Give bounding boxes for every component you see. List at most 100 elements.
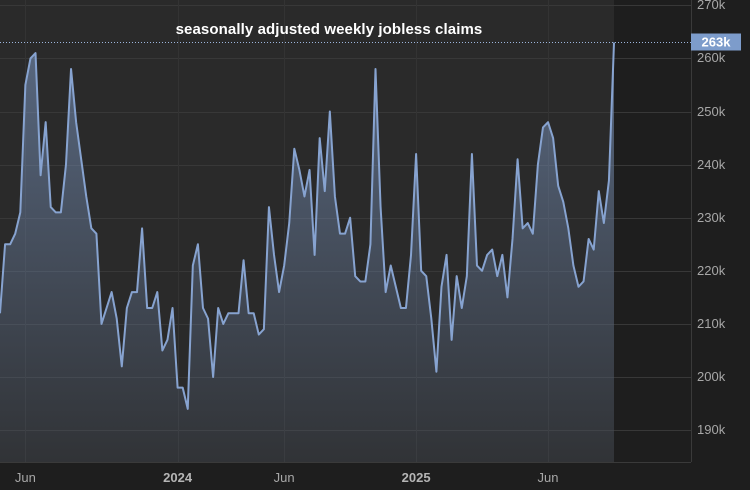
series-line <box>0 42 615 410</box>
x-tick-label: Jun <box>273 470 295 485</box>
data-point <box>187 408 189 410</box>
data-point <box>329 111 331 113</box>
data-point <box>577 286 579 288</box>
data-point <box>227 312 229 314</box>
data-point <box>522 227 524 229</box>
data-point <box>420 270 422 272</box>
data-point <box>182 387 184 389</box>
y-tick-label: 240k <box>697 156 726 172</box>
data-point <box>95 233 97 235</box>
data-point <box>197 243 199 245</box>
data-point <box>608 180 610 182</box>
data-point <box>253 312 255 314</box>
data-point <box>161 349 163 351</box>
data-point <box>151 307 153 309</box>
data-point <box>456 275 458 277</box>
data-point <box>141 227 143 229</box>
data-point <box>136 291 138 293</box>
x-tick-label: 2025 <box>401 470 431 485</box>
data-point <box>60 211 62 213</box>
data-point <box>309 169 311 171</box>
data-point <box>50 206 52 208</box>
data-point <box>369 243 371 245</box>
data-point <box>410 254 412 256</box>
data-point <box>547 121 549 123</box>
data-point <box>202 307 204 309</box>
data-point <box>481 270 483 272</box>
data-point <box>486 254 488 256</box>
data-point <box>339 233 341 235</box>
data-point <box>232 312 234 314</box>
data-point <box>400 307 402 309</box>
data-point <box>166 339 168 341</box>
data-point <box>471 153 473 155</box>
data-point <box>222 323 224 325</box>
data-point <box>85 195 87 197</box>
data-point <box>446 254 448 256</box>
data-point <box>9 243 11 245</box>
data-point <box>461 307 463 309</box>
series-area <box>0 42 614 462</box>
data-point <box>527 222 529 224</box>
data-point <box>298 169 300 171</box>
data-point <box>501 254 503 256</box>
data-point <box>314 254 316 256</box>
chart-title: seasonally adjusted weekly jobless claim… <box>175 21 483 38</box>
data-point <box>557 185 559 187</box>
data-point <box>364 280 366 282</box>
data-point <box>212 376 214 378</box>
data-point <box>75 121 77 123</box>
data-point <box>588 238 590 240</box>
data-point <box>425 275 427 277</box>
data-point <box>29 57 31 59</box>
x-tick-label: Jun <box>537 470 559 485</box>
y-tick-label: 200k <box>697 369 726 385</box>
data-point <box>283 265 285 267</box>
data-point <box>55 211 57 213</box>
data-point <box>613 41 615 43</box>
data-point <box>121 365 123 367</box>
data-point <box>207 318 209 320</box>
data-point <box>24 84 26 86</box>
data-point <box>238 312 240 314</box>
data-point <box>70 68 72 70</box>
data-point <box>192 265 194 267</box>
data-point <box>491 249 493 251</box>
y-tick-label: 190k <box>697 422 726 438</box>
data-point <box>146 307 148 309</box>
y-tick-label: 210k <box>697 315 726 331</box>
data-point <box>131 291 133 293</box>
data-point <box>243 259 245 261</box>
data-point <box>532 233 534 235</box>
data-point <box>4 243 6 245</box>
data-point <box>80 158 82 160</box>
data-point <box>349 217 351 219</box>
data-point <box>567 227 569 229</box>
data-point <box>562 201 564 203</box>
data-point <box>598 190 600 192</box>
data-point <box>506 296 508 298</box>
x-tick-label: 2024 <box>163 470 193 485</box>
data-point <box>344 233 346 235</box>
data-point <box>156 291 158 293</box>
data-point <box>14 233 16 235</box>
data-point <box>451 339 453 341</box>
data-point <box>512 238 514 240</box>
data-point <box>217 307 219 309</box>
data-point <box>65 164 67 166</box>
data-point <box>303 195 305 197</box>
y-tick-label: 220k <box>697 262 726 278</box>
data-point <box>263 328 265 330</box>
data-point <box>324 190 326 192</box>
data-point <box>258 334 260 336</box>
y-tick-label: 270k <box>697 0 726 13</box>
data-point <box>517 158 519 160</box>
data-point <box>415 153 417 155</box>
data-point <box>572 265 574 267</box>
data-point <box>45 121 47 123</box>
x-tick-label: Jun <box>14 470 36 485</box>
data-point <box>542 126 544 128</box>
data-point <box>40 174 42 176</box>
data-point <box>273 254 275 256</box>
